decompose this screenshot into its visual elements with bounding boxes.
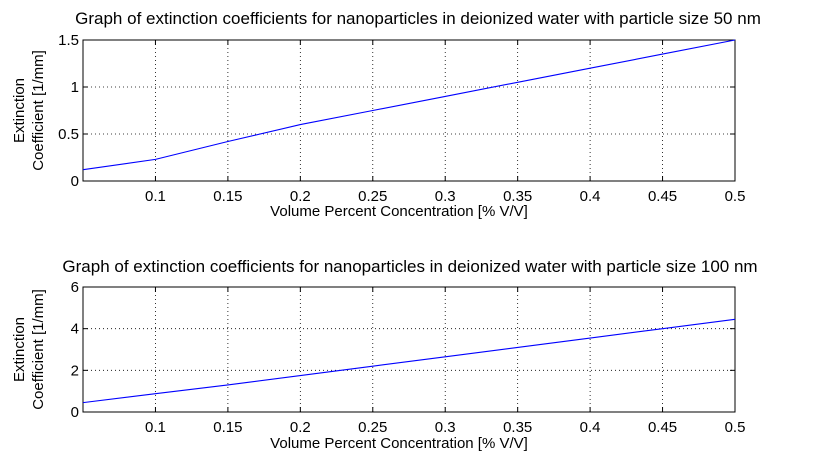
x-tick-label: 0.45	[648, 188, 677, 205]
data-point	[517, 82, 518, 83]
x-tick-label: 0.25	[358, 188, 387, 205]
x-tick-label: 0.4	[580, 188, 601, 205]
x-tick-label: 0.25	[358, 419, 387, 436]
data-point	[590, 68, 591, 69]
plot-area	[83, 287, 735, 412]
y-tick-label: 0.5	[58, 126, 79, 143]
data-point	[227, 141, 228, 142]
chart-2: Graph of extinction coefficients for nan…	[11, 257, 758, 452]
x-tick-label: 0.4	[580, 419, 601, 436]
y-axis-label-line-1: Extinction	[11, 317, 28, 382]
series-line	[82, 318, 736, 404]
data-point	[445, 356, 446, 357]
data-point	[662, 328, 663, 329]
y-tick-label: 1	[71, 79, 79, 96]
x-tick-label: 0.5	[725, 419, 746, 436]
data-point	[517, 347, 518, 348]
x-tick-label: 0.15	[213, 419, 242, 436]
y-tick-label: 2	[71, 362, 79, 379]
plot-area	[83, 40, 735, 181]
data-point	[372, 110, 373, 111]
data-point	[155, 393, 156, 394]
y-tick-label: 4	[71, 321, 79, 338]
series-line	[82, 39, 736, 171]
data-point	[227, 384, 228, 385]
x-axis-label: Volume Percent Concentration [% V/V]	[270, 203, 528, 220]
y-tick-label: 6	[71, 279, 79, 296]
data-point	[734, 319, 735, 320]
x-tick-label: 0.15	[213, 188, 242, 205]
x-tick-label: 0.2	[290, 419, 311, 436]
data-point	[82, 169, 83, 170]
y-tick-label: 1.5	[58, 32, 79, 49]
plot-frame	[82, 39, 736, 182]
data-point	[662, 54, 663, 55]
data-point	[300, 124, 301, 125]
y-tick-label: 0	[71, 173, 79, 190]
x-tick-label: 0.35	[503, 419, 532, 436]
data-point	[82, 402, 83, 403]
data-point	[155, 159, 156, 160]
x-tick-label: 0.1	[145, 419, 166, 436]
x-tick-label: 0.3	[435, 419, 456, 436]
y-tick-label: 0	[71, 404, 79, 421]
x-axis-label: Volume Percent Concentration [% V/V]	[270, 435, 528, 452]
x-tick-label: 0.45	[648, 419, 677, 436]
x-tick-label: 0.35	[503, 188, 532, 205]
x-tick-label: 0.1	[145, 188, 166, 205]
plot-frame	[82, 286, 736, 413]
data-point	[590, 337, 591, 338]
x-tick-label: 0.2	[290, 188, 311, 205]
y-axis-label-line-1: Extinction	[11, 78, 28, 143]
chart-1: Graph of extinction coefficients for nan…	[11, 9, 761, 220]
y-axis-label-line-2: Coefficient [1/mm]	[30, 50, 47, 171]
chart-title: Graph of extinction coefficients for nan…	[75, 9, 761, 28]
x-tick-label: 0.5	[725, 188, 746, 205]
data-point	[445, 96, 446, 97]
x-tick-label: 0.3	[435, 188, 456, 205]
data-point	[300, 375, 301, 376]
data-point	[372, 366, 373, 367]
y-axis-label-line-2: Coefficient [1/mm]	[30, 289, 47, 410]
data-point	[734, 39, 735, 40]
chart-title: Graph of extinction coefficients for nan…	[62, 257, 757, 276]
